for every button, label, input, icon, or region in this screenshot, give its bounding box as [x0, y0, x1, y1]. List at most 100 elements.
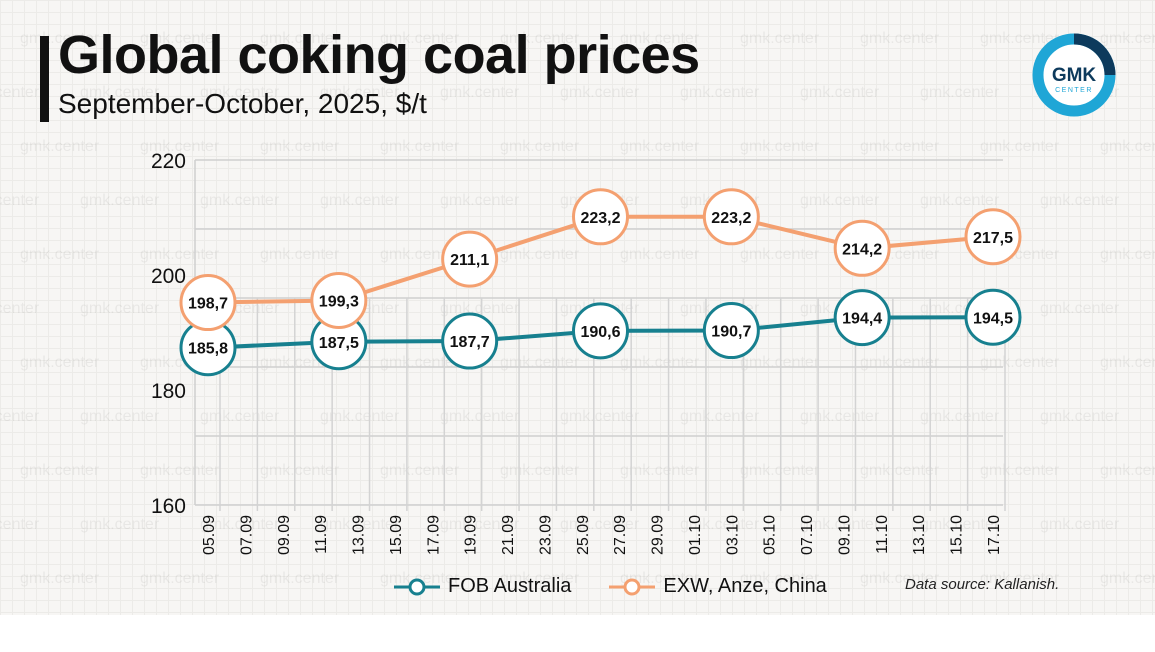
x-tick-label: 09.09: [276, 515, 293, 555]
data-point-marker: [441, 312, 499, 370]
watermark-text: gmk.center: [980, 570, 1060, 587]
watermark-text: gmk.center: [980, 462, 1060, 479]
watermark-text: gmk.center: [20, 462, 100, 479]
watermark-text: gmk.center: [140, 570, 220, 587]
data-point-marker: [441, 230, 499, 288]
watermark-text: gmk.center: [620, 30, 700, 47]
y-tick-label: 220: [151, 150, 186, 173]
logo-text-gmk: GMK: [1052, 65, 1097, 86]
watermark-text: gmk.center: [860, 462, 940, 479]
watermark-text: gmk.center: [200, 84, 280, 101]
watermark-text: gmk.center: [20, 570, 100, 587]
legend-marker-exw-icon: [609, 578, 656, 595]
x-tick-label: 11.10: [874, 515, 891, 554]
data-point-marker: [310, 271, 368, 329]
x-tick-label: 01.10: [687, 515, 704, 555]
watermark-text: gmk.center: [1040, 516, 1120, 533]
y-tick-label: 200: [151, 265, 186, 288]
watermark-text: gmk.center: [320, 192, 400, 209]
x-tick-label: 05.10: [762, 515, 779, 555]
watermark-text: gmk.center: [980, 30, 1060, 47]
watermark-text: gmk.center: [860, 30, 940, 47]
watermark-text: gmk.center: [920, 84, 1000, 101]
x-tick-label: 27.09: [612, 515, 629, 555]
watermark-text: gmk.center: [980, 138, 1060, 155]
watermark-text: gmk.center: [800, 516, 880, 533]
legend-marker-fob-icon: [394, 578, 440, 595]
watermark-text: gmk.center: [200, 192, 280, 209]
data-point-marker: [964, 288, 1022, 346]
data-label: 223,2: [580, 210, 620, 227]
x-tick-label: 17.09: [425, 515, 442, 555]
watermark-text: gmk.center: [80, 408, 160, 425]
data-point-marker: [702, 302, 760, 360]
watermark-text: gmk.center: [860, 138, 940, 155]
watermark-text: gmk.center: [140, 246, 220, 263]
watermark-text: gmk.center: [380, 30, 460, 47]
data-label: 190,7: [711, 324, 751, 341]
y-tick-label: 160: [151, 495, 186, 518]
watermark-text: gmk.center: [440, 516, 520, 533]
x-tick-label: 25.09: [575, 515, 592, 555]
data-label: 199,3: [319, 293, 359, 310]
data-label: 185,8: [188, 341, 228, 358]
watermark-text: gmk.center: [920, 516, 1000, 533]
watermark-text: gmk.center: [0, 300, 40, 317]
watermark-text: gmk.center: [740, 570, 820, 587]
data-label: 187,7: [450, 334, 490, 351]
watermark-text: gmk.center: [500, 138, 580, 155]
watermark-text: gmk.center: [680, 516, 760, 533]
data-label: 211,1: [450, 252, 489, 269]
watermark-text: gmk.center: [1100, 246, 1155, 263]
x-tick-label: 07.09: [238, 515, 255, 555]
x-tick-label: 09.10: [836, 515, 853, 555]
x-tick-label: 17.10: [986, 515, 1003, 555]
data-point-marker: [572, 188, 629, 246]
watermark-text: gmk.center: [0, 516, 40, 533]
watermark-text: gmk.center: [1100, 138, 1155, 155]
x-tick-label: 21.09: [500, 515, 517, 555]
legend-label-fob: FOB Australia: [448, 575, 572, 597]
x-tick-label: 23.09: [537, 515, 554, 555]
watermark-text: gmk.center: [560, 84, 640, 101]
watermark-text: gmk.center: [1100, 570, 1155, 587]
watermark-text: gmk.center: [260, 138, 340, 155]
watermark-text: gmk.center: [0, 84, 40, 101]
data-label: 214,2: [842, 241, 882, 258]
watermark-text: gmk.center: [1100, 462, 1155, 479]
chart-legend: FOB Australia EXW, Anze, China: [392, 575, 863, 598]
logo-ring-accent: [1073, 33, 1116, 76]
watermark-text: gmk.center: [380, 462, 460, 479]
x-tick-label: 15.09: [388, 515, 405, 555]
watermark-text: gmk.center: [380, 246, 460, 263]
watermark-text: gmk.center: [740, 138, 820, 155]
watermark-text: gmk.center: [20, 138, 100, 155]
x-tick-label: 29.09: [650, 515, 667, 555]
watermark-text: gmk.center: [800, 84, 880, 101]
data-source-note: Data source: Kallanish.: [905, 576, 1060, 593]
data-label: 194,4: [842, 311, 882, 328]
watermark-text: gmk.center: [260, 462, 340, 479]
watermark-text: gmk.center: [1040, 300, 1120, 317]
data-label: 217,5: [973, 230, 1013, 247]
watermark-text: gmk.center: [1100, 30, 1155, 47]
data-point-marker: [964, 208, 1022, 266]
watermark-text: gmk.center: [320, 84, 400, 101]
watermark-text: gmk.center: [140, 138, 220, 155]
watermark-text: gmk.center: [800, 192, 880, 209]
legend-item-exw-anze: EXW, Anze, China: [607, 575, 827, 598]
chart-background: [0, 0, 1155, 615]
watermark-text: gmk.center: [260, 246, 340, 263]
gmk-center-logo: GMK CENTER: [1032, 33, 1116, 117]
line-chart: 220 200 180 160 05.09 07.09 09.09 11.09 13.09 15.…: [151, 150, 1022, 555]
watermark-text: gmk.center: [80, 192, 160, 209]
watermark-text: gmk.center: [920, 408, 1000, 425]
watermark-text: gmk.center: [620, 138, 700, 155]
watermark-text: gmk.center: [500, 30, 580, 47]
data-label: 194,5: [973, 310, 1013, 327]
data-point-marker: [833, 289, 891, 347]
watermark-text: gmk.center: [620, 246, 700, 263]
watermark-text: gmk.center: [0, 408, 40, 425]
watermark-text: gmk.center: [500, 246, 580, 263]
watermark-text: gmk.center: [80, 300, 160, 317]
